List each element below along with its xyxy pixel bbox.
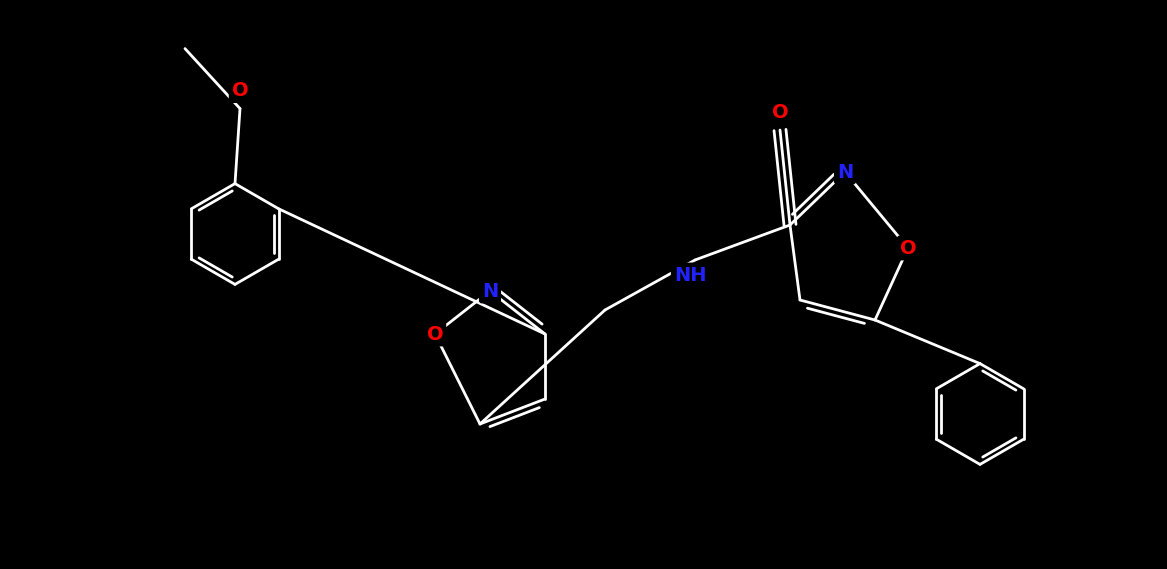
Text: O: O (427, 324, 443, 344)
Text: O: O (771, 102, 789, 122)
Text: O: O (232, 81, 249, 100)
Text: NH: NH (673, 266, 706, 284)
Text: O: O (900, 238, 916, 258)
Text: N: N (837, 163, 853, 182)
Text: N: N (482, 282, 498, 300)
